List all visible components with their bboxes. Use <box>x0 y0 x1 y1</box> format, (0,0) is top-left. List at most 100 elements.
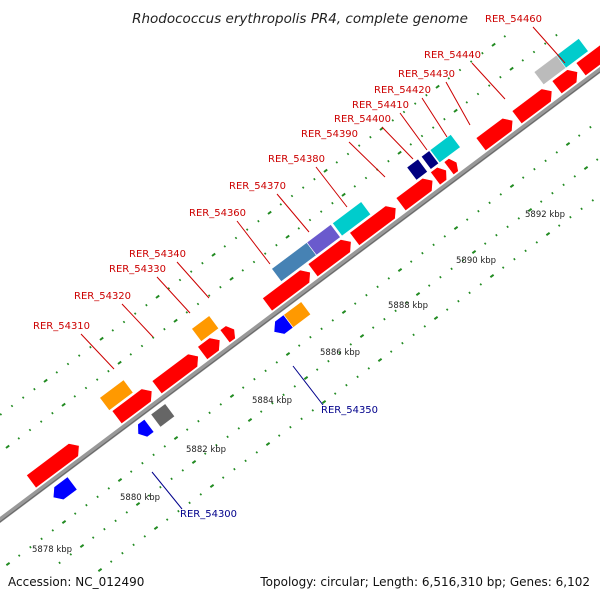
tick-dot <box>43 378 48 383</box>
tick-dot <box>99 336 104 341</box>
tick-dot <box>539 200 543 203</box>
tick-dot <box>489 273 495 279</box>
tick-dot <box>219 403 223 406</box>
tick-dot <box>61 402 66 407</box>
tick-dot <box>532 50 536 54</box>
tick-dot <box>453 226 459 230</box>
tick-dot <box>387 159 390 163</box>
gene-forward <box>307 239 352 278</box>
gene-reverse <box>137 418 155 438</box>
tick-dot <box>199 493 203 496</box>
tick-dot <box>290 194 294 198</box>
tick-dot <box>196 302 200 306</box>
tick-dot <box>371 326 375 329</box>
tick-dot <box>297 344 301 347</box>
tick-dot <box>111 329 115 332</box>
tick-dot <box>255 451 259 454</box>
callout-line-top <box>315 166 348 208</box>
gene-forward <box>349 205 397 247</box>
callout-line-bottom <box>292 365 324 406</box>
tick-dot <box>333 392 337 395</box>
tick-dot <box>241 386 245 389</box>
accession-label: Accession: NC_012490 <box>8 575 144 589</box>
gene-forward <box>551 69 578 95</box>
gene-features <box>25 37 600 501</box>
tick-dot <box>163 445 167 448</box>
tick-dot <box>178 278 182 282</box>
gene-misc <box>150 403 176 428</box>
tick-dot <box>501 266 505 269</box>
tick-dot <box>122 320 126 324</box>
tick-dot <box>465 101 469 104</box>
tick-dot <box>479 283 483 286</box>
tick-dot <box>103 527 106 531</box>
kbp-tick-labels: 5878 kbp 5880 kbp 5882 kbp 5884 kbp 5886 kbp… <box>32 210 565 555</box>
tick-dot <box>439 275 442 279</box>
tick-dot <box>397 150 402 155</box>
tick-dot <box>557 224 561 227</box>
tick-dot <box>140 344 144 348</box>
tick-dot <box>432 243 435 247</box>
tick-dot <box>308 218 312 222</box>
tick-dot <box>219 285 222 289</box>
tick-dot <box>453 108 458 113</box>
tick-dot <box>61 519 67 525</box>
tick-dot <box>117 477 123 483</box>
tick-dot <box>591 199 595 202</box>
tick-dot <box>129 470 133 473</box>
tick-dot <box>481 51 484 55</box>
tick-dot <box>84 386 88 390</box>
tick-dot <box>543 42 547 45</box>
tick-dot <box>389 350 393 353</box>
tick-dot <box>309 335 312 339</box>
tick-dot <box>513 257 516 261</box>
tick-dot <box>271 401 274 405</box>
tick-dot <box>517 217 521 220</box>
tick-dot <box>163 327 166 331</box>
tick-dot <box>595 158 599 161</box>
tick-dot <box>185 428 189 431</box>
tick-dot <box>589 125 592 129</box>
tick-dot <box>259 410 263 413</box>
tick-dot <box>327 359 330 363</box>
tick-dot <box>499 193 503 196</box>
tick-dot <box>357 144 361 147</box>
tick-dot <box>275 243 278 247</box>
gene-forward <box>429 166 448 186</box>
tick-dot <box>141 461 144 465</box>
tick-dot <box>177 509 180 513</box>
gene-label-top: RER_54440 <box>424 50 481 61</box>
callout-line-top <box>80 333 115 370</box>
tick-dot <box>114 519 117 523</box>
tick-dot <box>544 159 547 163</box>
tick-dot <box>506 225 509 229</box>
tick-dot <box>311 409 315 412</box>
tick-dot <box>487 84 491 87</box>
tick-dot <box>488 201 491 205</box>
tick-dot <box>244 459 247 463</box>
tick-dot <box>365 293 368 297</box>
tick-dot <box>185 311 189 314</box>
tick-dot <box>450 267 453 271</box>
tick-dot <box>173 435 179 441</box>
tick-dot <box>253 377 256 381</box>
tick-dot <box>207 294 211 297</box>
gene-misc <box>406 158 429 181</box>
tick-dot <box>331 201 334 205</box>
gene-label-top: RER_54420 <box>374 85 431 96</box>
tick-dot <box>107 487 111 490</box>
tick-label: 5888 kbp <box>388 301 428 311</box>
gene-label-top: RER_54410 <box>352 100 409 111</box>
tick-dot <box>203 452 207 455</box>
gene-label-top: RER_54310 <box>33 321 90 332</box>
tick-dot <box>491 42 496 47</box>
tick-dot <box>323 168 328 173</box>
tick-dot <box>241 269 245 272</box>
tick-dot <box>321 399 327 405</box>
gene-misc <box>306 223 341 256</box>
gene-label-bottom: RER_54300 <box>180 509 237 520</box>
tick-dot <box>367 367 371 370</box>
tick-dot <box>391 119 395 122</box>
tick-dot <box>223 245 227 248</box>
